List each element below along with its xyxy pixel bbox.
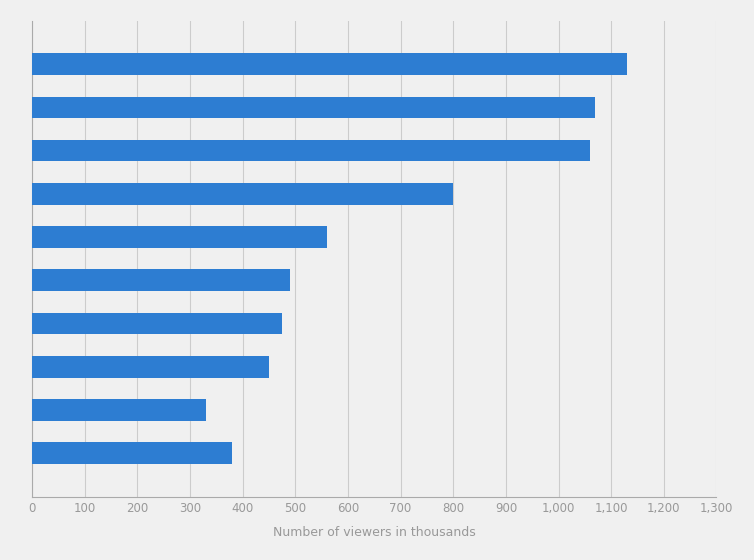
Bar xyxy=(32,399,206,421)
Bar xyxy=(32,269,290,291)
Bar xyxy=(32,140,590,161)
Bar xyxy=(32,183,453,204)
Bar xyxy=(32,356,269,377)
Bar xyxy=(32,226,327,248)
Bar xyxy=(32,96,596,118)
Bar xyxy=(32,442,232,464)
Bar xyxy=(32,53,627,75)
Bar xyxy=(32,312,282,334)
X-axis label: Number of viewers in thousands: Number of viewers in thousands xyxy=(273,526,476,539)
